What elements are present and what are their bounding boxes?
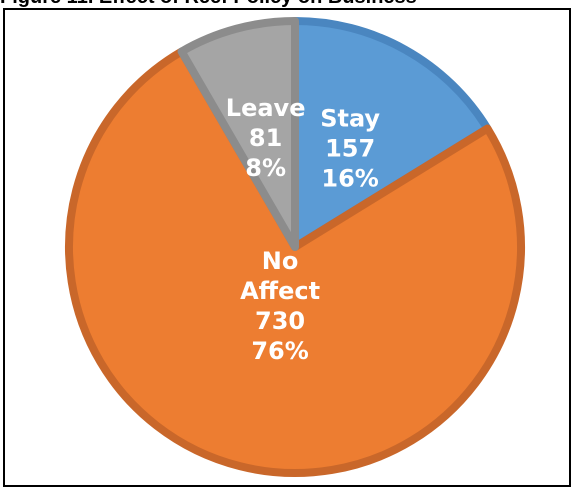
figure-caption: Figure 11. Effect of Reef Policy on Busi…	[0, 0, 575, 8]
slice-label-text: No	[262, 247, 299, 275]
pie-slice-no-affect	[65, 47, 525, 477]
slice-value-text: 157	[325, 134, 375, 162]
slice-percent-text: 16%	[321, 164, 378, 192]
slice-label-text: Affect	[240, 277, 320, 305]
slice-value-text: 81	[249, 124, 282, 152]
slice-percent-text: 8%	[245, 154, 286, 182]
pie-slice-leave	[177, 17, 299, 251]
slice-label-text: Leave	[226, 94, 306, 122]
slice-value-text: 730	[255, 307, 305, 335]
chart-frame: Stay 157 16% No Affect 730 76% Leave 81 8%	[3, 8, 571, 487]
pie-slice-stay	[291, 17, 492, 251]
slice-label-text: Stay	[320, 104, 380, 132]
slice-percent-text: 76%	[251, 337, 308, 365]
